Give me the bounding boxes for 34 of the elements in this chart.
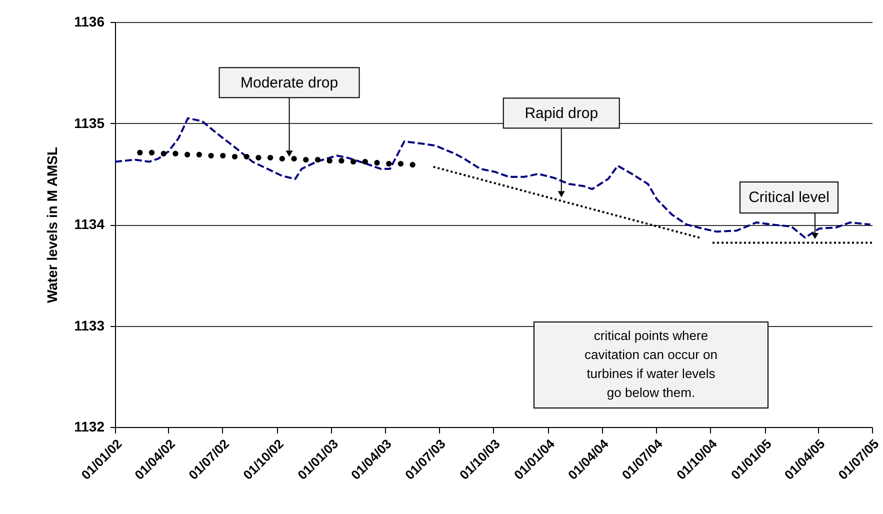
point	[279, 156, 285, 162]
y-tick-label: 1133	[74, 317, 105, 334]
point	[256, 154, 262, 160]
point	[398, 160, 404, 167]
point	[196, 152, 202, 158]
y-tick-label: 1134	[74, 216, 105, 232]
y-tick-label: 1132	[74, 418, 105, 434]
point	[410, 162, 416, 168]
point	[220, 152, 226, 158]
point	[267, 154, 274, 160]
annotation: Moderate drop	[240, 74, 338, 92]
point	[386, 160, 392, 167]
y-axis-title: Water levels in M AMSL	[44, 146, 60, 304]
point	[232, 154, 238, 160]
annotation: Critical level	[748, 189, 830, 206]
point	[291, 156, 297, 162]
point	[137, 150, 143, 156]
y-tick-label: 1135	[74, 114, 105, 131]
point	[184, 152, 190, 158]
point	[160, 150, 166, 156]
annotation: Rapid drop	[524, 105, 598, 122]
point	[303, 156, 309, 163]
point	[326, 158, 332, 164]
annotation: critical points where cavitation can occur on turbines if water levels go below them.	[584, 328, 718, 400]
point	[314, 156, 321, 163]
y-tick-label: 1136	[74, 14, 105, 30]
point	[362, 158, 368, 165]
point	[148, 150, 155, 156]
point	[338, 158, 344, 164]
point	[172, 150, 178, 156]
point	[244, 154, 250, 160]
point	[208, 152, 214, 158]
point	[374, 160, 380, 166]
point	[350, 158, 356, 165]
